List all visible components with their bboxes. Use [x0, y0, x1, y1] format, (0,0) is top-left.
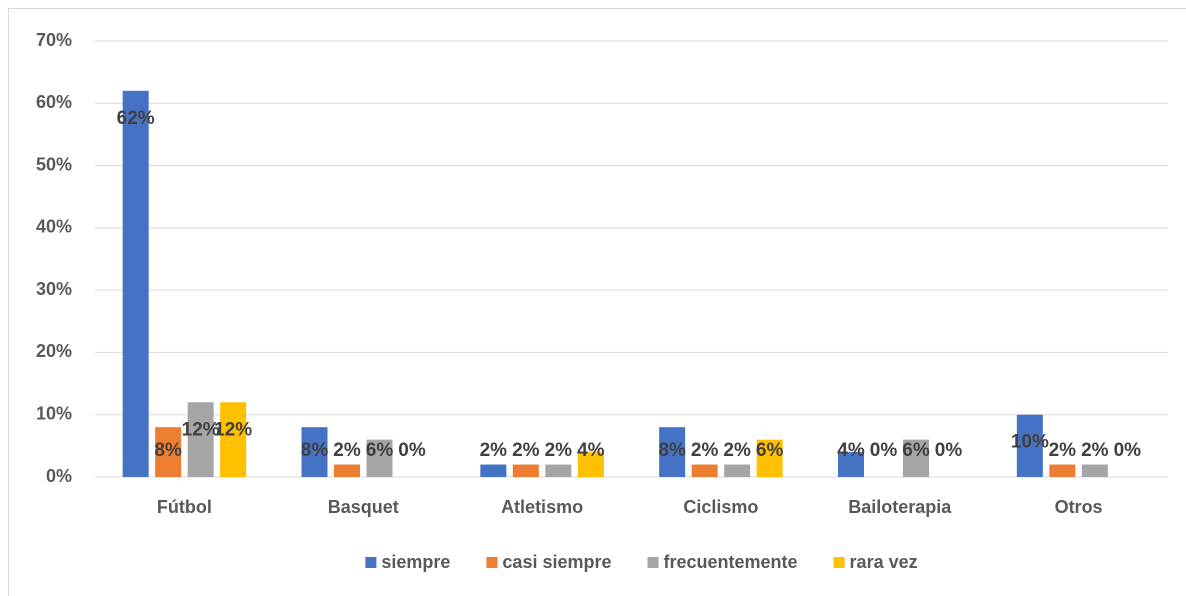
bar [122, 90, 149, 477]
x-tick-label: Fútbol [157, 497, 212, 517]
bar [187, 402, 214, 477]
value-label: 0% [398, 440, 426, 461]
value-label: 2% [723, 440, 751, 461]
value-label: 2% [545, 440, 573, 461]
y-tick-label: 20% [36, 341, 72, 361]
x-tick-label: Atletismo [501, 497, 583, 517]
value-label: 6% [366, 440, 394, 461]
y-tick-label: 50% [36, 154, 72, 174]
bar [220, 402, 247, 477]
bar [366, 439, 393, 477]
value-label: 2% [512, 440, 540, 461]
x-tick-label: Basquet [328, 497, 399, 517]
value-label: 0% [870, 440, 898, 461]
bar [903, 439, 929, 477]
value-label: 6% [756, 440, 784, 461]
y-tick-label: 40% [36, 217, 72, 237]
value-label: 12% [214, 419, 252, 440]
bar [545, 464, 572, 477]
y-tick-label: 30% [36, 279, 72, 299]
bar [756, 439, 783, 477]
value-label: 10% [1011, 432, 1049, 453]
bar [724, 464, 751, 477]
legend-swatch [647, 557, 659, 568]
y-tick-label: 70% [36, 30, 72, 50]
bar [480, 464, 507, 477]
y-tick-label: 60% [36, 92, 72, 112]
bar [1081, 464, 1108, 477]
legend-label: casi siempre [502, 552, 611, 572]
x-tick-label: Bailoterapia [848, 497, 952, 517]
bar [691, 464, 718, 477]
bar [155, 427, 182, 477]
bar [1049, 464, 1076, 477]
legend-swatch [365, 557, 377, 568]
value-label: 0% [935, 440, 963, 461]
value-label: 2% [1081, 440, 1109, 461]
value-label: 2% [333, 440, 361, 461]
value-label: 4% [837, 440, 865, 461]
legend-swatch [486, 557, 498, 568]
x-tick-label: Otros [1055, 497, 1103, 517]
bar [1016, 414, 1043, 477]
value-label: 0% [1114, 440, 1142, 461]
value-label: 8% [154, 440, 182, 461]
legend-label: siempre [381, 552, 450, 572]
y-tick-label: 0% [46, 466, 72, 486]
value-label: 4% [577, 440, 605, 461]
bar [301, 427, 328, 477]
y-tick-label: 10% [36, 403, 72, 423]
value-label: 62% [117, 108, 155, 129]
bar [577, 452, 604, 477]
legend-swatch [833, 557, 845, 568]
value-label: 2% [480, 440, 508, 461]
value-label: 8% [301, 440, 329, 461]
legend-label: rara vez [850, 552, 918, 572]
value-label: 2% [691, 440, 719, 461]
bar [512, 464, 539, 477]
bar [838, 452, 864, 477]
value-label: 6% [902, 440, 930, 461]
x-tick-label: Ciclismo [683, 497, 758, 517]
bar [334, 464, 360, 477]
value-label: 12% [182, 419, 220, 440]
value-label: 2% [1049, 440, 1077, 461]
legend-label: frecuentemente [664, 552, 798, 572]
bar [659, 427, 686, 477]
chart-frame [8, 8, 1186, 596]
value-label: 8% [658, 440, 686, 461]
